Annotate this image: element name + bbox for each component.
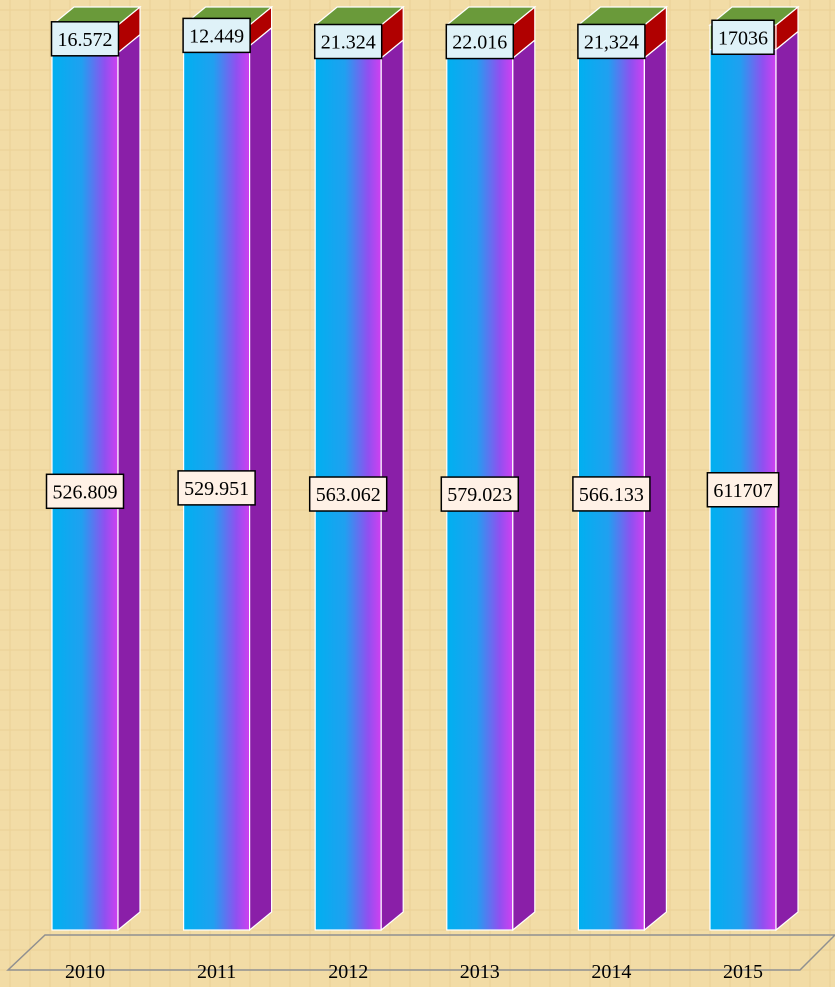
data-label: 17036 (711, 19, 775, 56)
x-tick-label: 2014 (591, 961, 631, 983)
label-text: 17036 (718, 27, 768, 49)
label-text: 611707 (713, 480, 772, 502)
data-label: 21.324 (313, 23, 383, 60)
data-label: 563.062 (308, 476, 388, 512)
label-text: 12.449 (189, 25, 244, 47)
label-text: 526.809 (53, 481, 118, 503)
data-label: 566.133 (572, 476, 651, 512)
data-label: 579.023 (440, 476, 520, 512)
label-text: 21.324 (321, 32, 376, 54)
label-box (50, 21, 120, 57)
label-text: 563.062 (316, 484, 381, 506)
x-tick-label: 2015 (723, 961, 763, 983)
label-box (440, 476, 520, 512)
label-text: 16.572 (58, 29, 113, 51)
label-box (572, 476, 651, 512)
data-label: 21,324 (577, 23, 646, 60)
data-label: 529.951 (177, 470, 256, 506)
label-box (308, 476, 388, 512)
data-label: 526.809 (45, 473, 125, 510)
label-box (182, 17, 251, 54)
label-box (577, 23, 646, 60)
label-text: 579.023 (447, 484, 512, 506)
x-tick-label: 2012 (328, 961, 368, 983)
data-label: 611707 (706, 472, 780, 508)
label-box (445, 23, 515, 60)
data-label: 22.016 (445, 23, 515, 60)
label-text: 21,324 (584, 31, 639, 53)
data-label: 12.449 (182, 17, 251, 54)
x-tick-label: 2010 (65, 961, 105, 983)
label-box (177, 470, 256, 506)
label-text: 22.016 (452, 32, 507, 54)
data-label: 16.572 (50, 21, 120, 57)
label-box (45, 473, 125, 510)
x-tick-label: 2013 (460, 961, 500, 983)
label-box (711, 19, 775, 56)
label-box (313, 23, 383, 60)
label-text: 529.951 (184, 478, 249, 500)
bars: 2010 2011 2012 2013 2014 2015 526.809 16.572 529… (45, 5, 800, 983)
x-tick-label: 2011 (197, 961, 236, 983)
label-box (706, 472, 780, 508)
label-text: 566.133 (579, 484, 644, 506)
floor (6, 934, 835, 971)
